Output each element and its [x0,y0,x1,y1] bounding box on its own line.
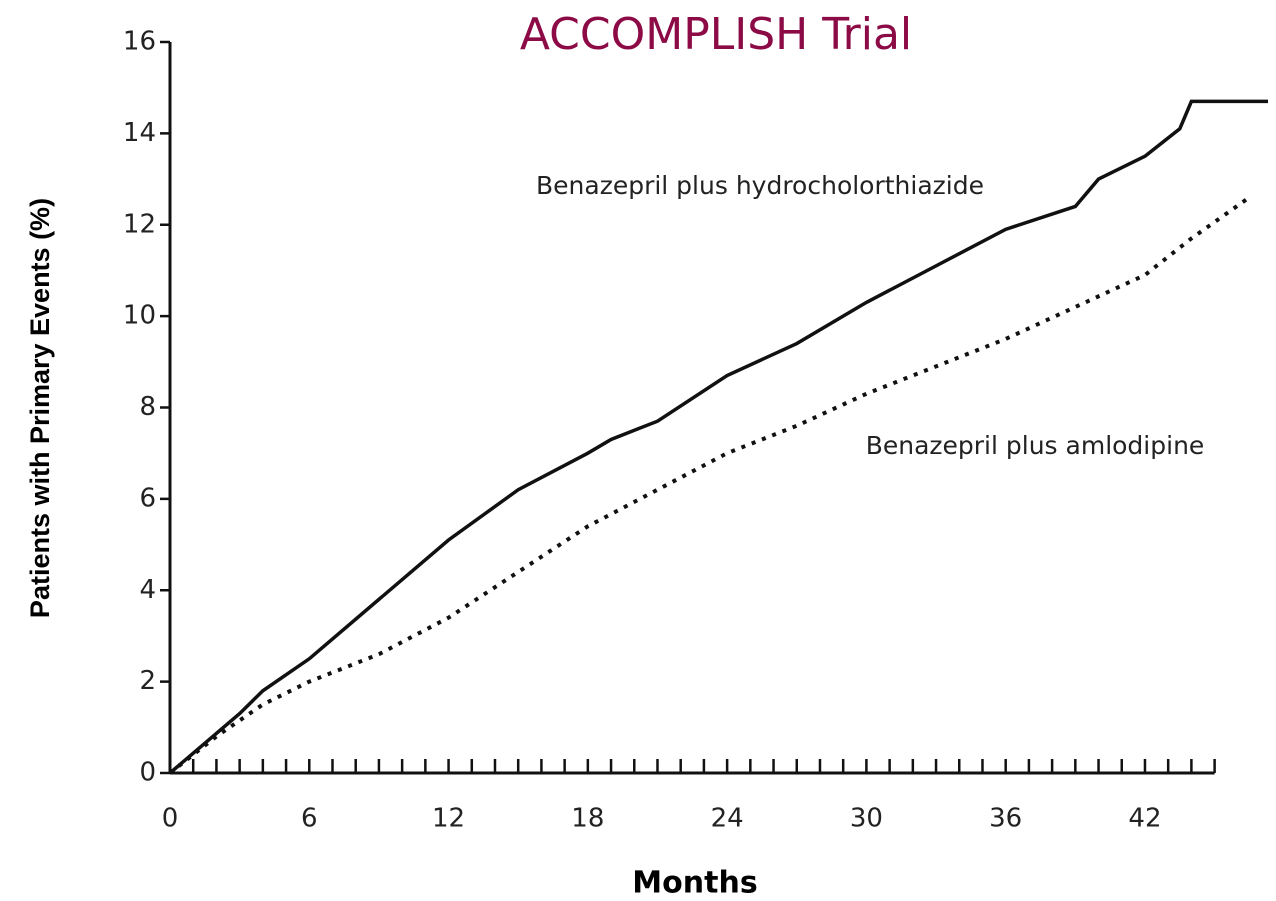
x-axis-label: Months [632,866,757,901]
y-tick-label: 12 [123,209,156,239]
y-tick-label: 6 [139,483,156,513]
y-tick-label: 0 [139,758,156,788]
series-label: Benazepril plus hydrocholorthiazide [536,171,984,200]
chart-title: ACCOMPLISH Trial [520,9,912,60]
y-tick-label: 10 [123,301,156,331]
series-line [168,195,1251,775]
y-tick-label: 16 [123,27,156,57]
x-tick-label: 12 [432,804,465,834]
y-tick-label: 14 [123,118,156,148]
series-line [168,99,1268,775]
series-label: Benazepril plus amlodipine [866,431,1205,460]
x-tick-label: 36 [989,804,1022,834]
x-tick-label: 30 [850,804,883,834]
y-tick-label: 2 [139,666,156,696]
x-tick-label: 0 [162,804,179,834]
x-tick-label: 24 [711,804,744,834]
y-tick-label: 8 [139,392,156,422]
y-axis-label: Patients with Primary Events (%) [25,198,55,618]
x-tick-label: 6 [301,804,318,834]
x-tick-label: 18 [571,804,604,834]
x-tick-label: 42 [1128,804,1161,834]
y-tick-label: 4 [139,575,156,605]
